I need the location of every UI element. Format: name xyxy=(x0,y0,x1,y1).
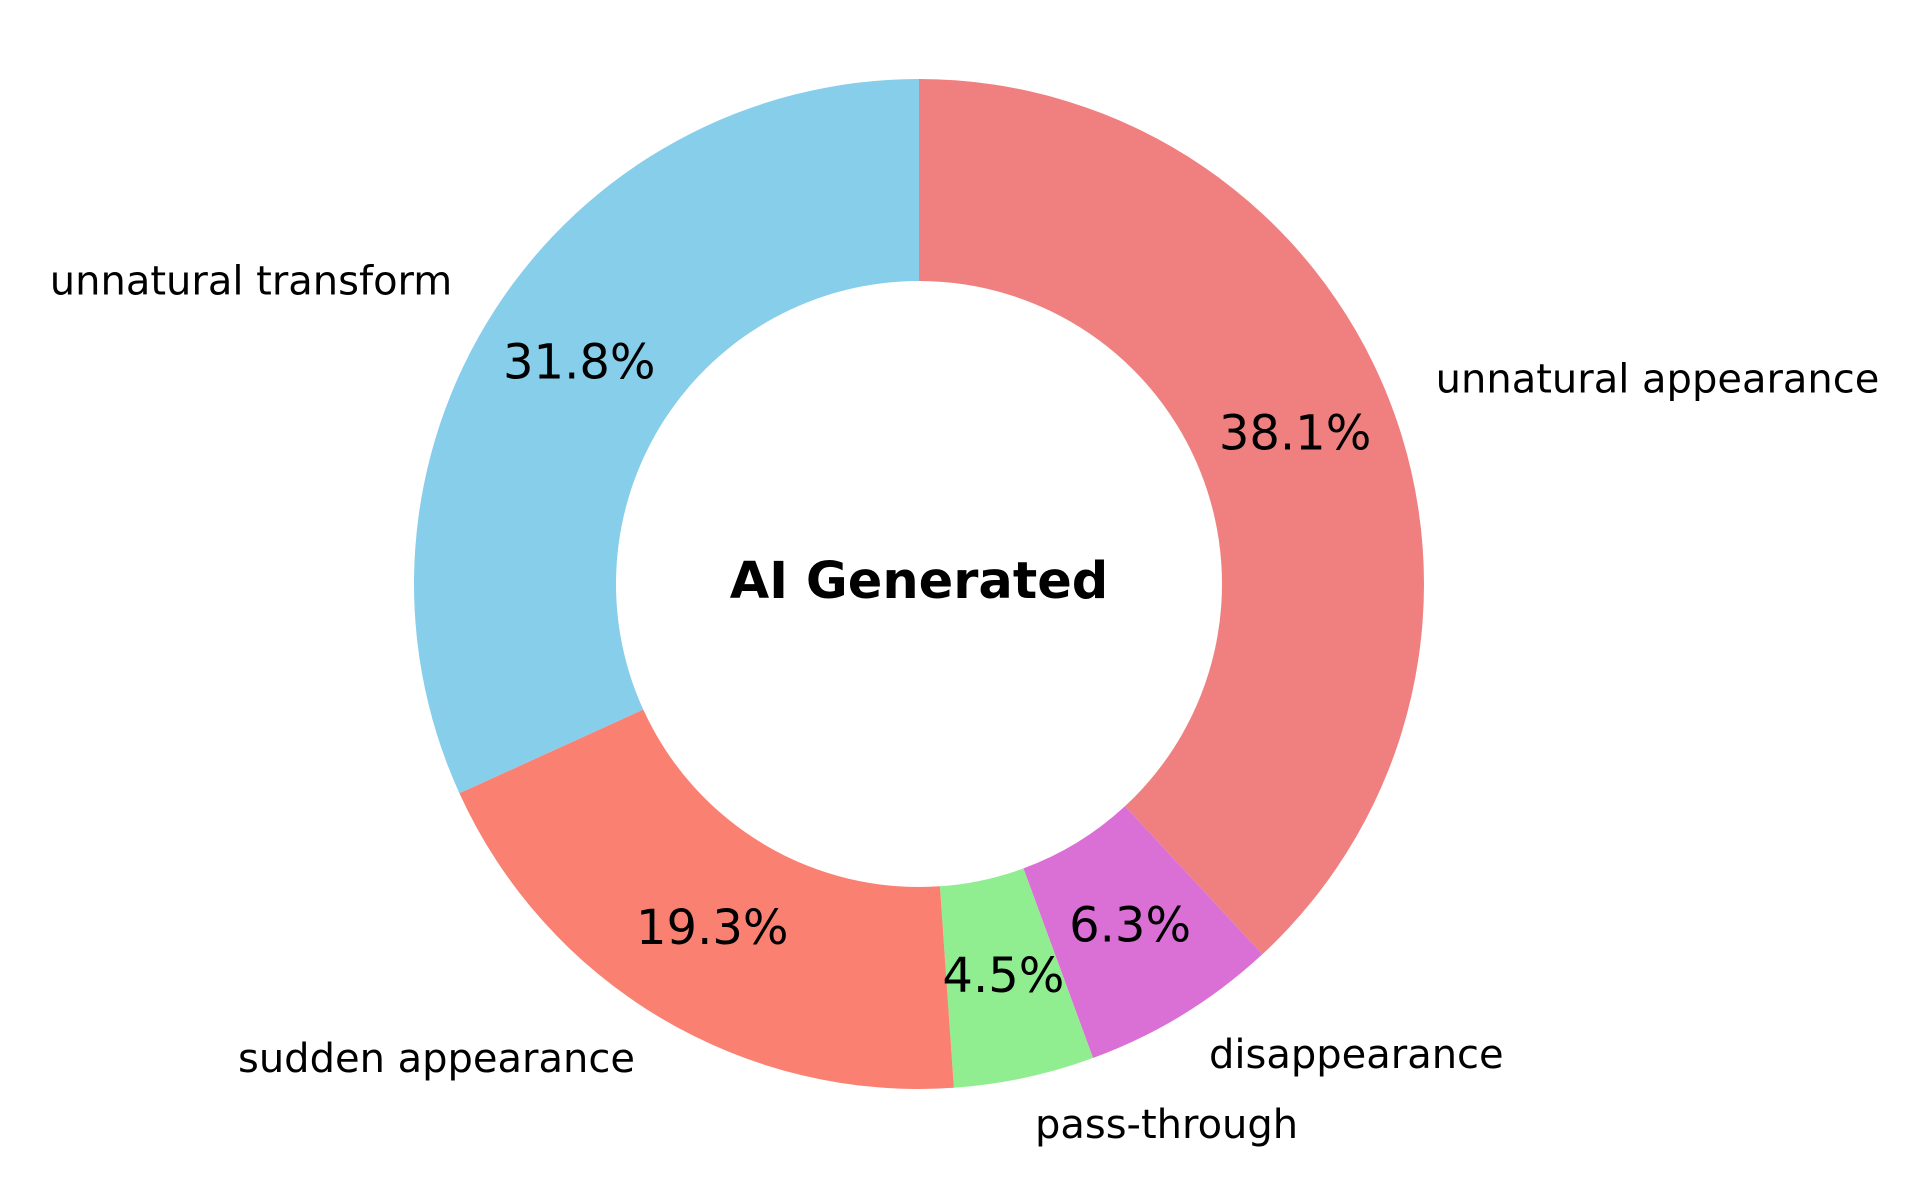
percent-labels: 38.1% 6.3%4.5% 19.3% 31.8% xyxy=(503,334,1371,1004)
slice-unnatural-appearance xyxy=(919,79,1424,955)
slice-pass-through xyxy=(939,868,1094,1088)
percent-label-unnatural-appearance: 38.1% xyxy=(1219,405,1371,461)
donut-slices xyxy=(414,79,1424,1089)
percent-label-pass-through: 4.5% xyxy=(942,948,1064,1004)
percent-label-sudden-appearance: 19.3% xyxy=(636,900,788,956)
slice-unnatural-transform xyxy=(414,79,919,794)
percent-label-disappearance: 6.3% xyxy=(1069,897,1191,953)
slice-sudden-appearance xyxy=(459,709,954,1089)
slice-disappearance xyxy=(1023,806,1263,1059)
center-title: AI Generated xyxy=(730,552,1109,611)
category-label-disappearance: disappearance xyxy=(1209,1032,1504,1078)
category-label-unnatural-appearance: unnatural appearance xyxy=(1436,356,1880,402)
category-label-sudden-appearance: sudden appearance xyxy=(238,1036,635,1082)
percent-label-unnatural-transform: 31.8% xyxy=(503,334,655,390)
category-label-unnatural-transform: unnatural transform xyxy=(50,259,452,305)
category-label-pass-through: pass-through xyxy=(1035,1102,1298,1148)
category-labels: unnatural appearance disappearance pass-th… xyxy=(50,259,1880,1148)
